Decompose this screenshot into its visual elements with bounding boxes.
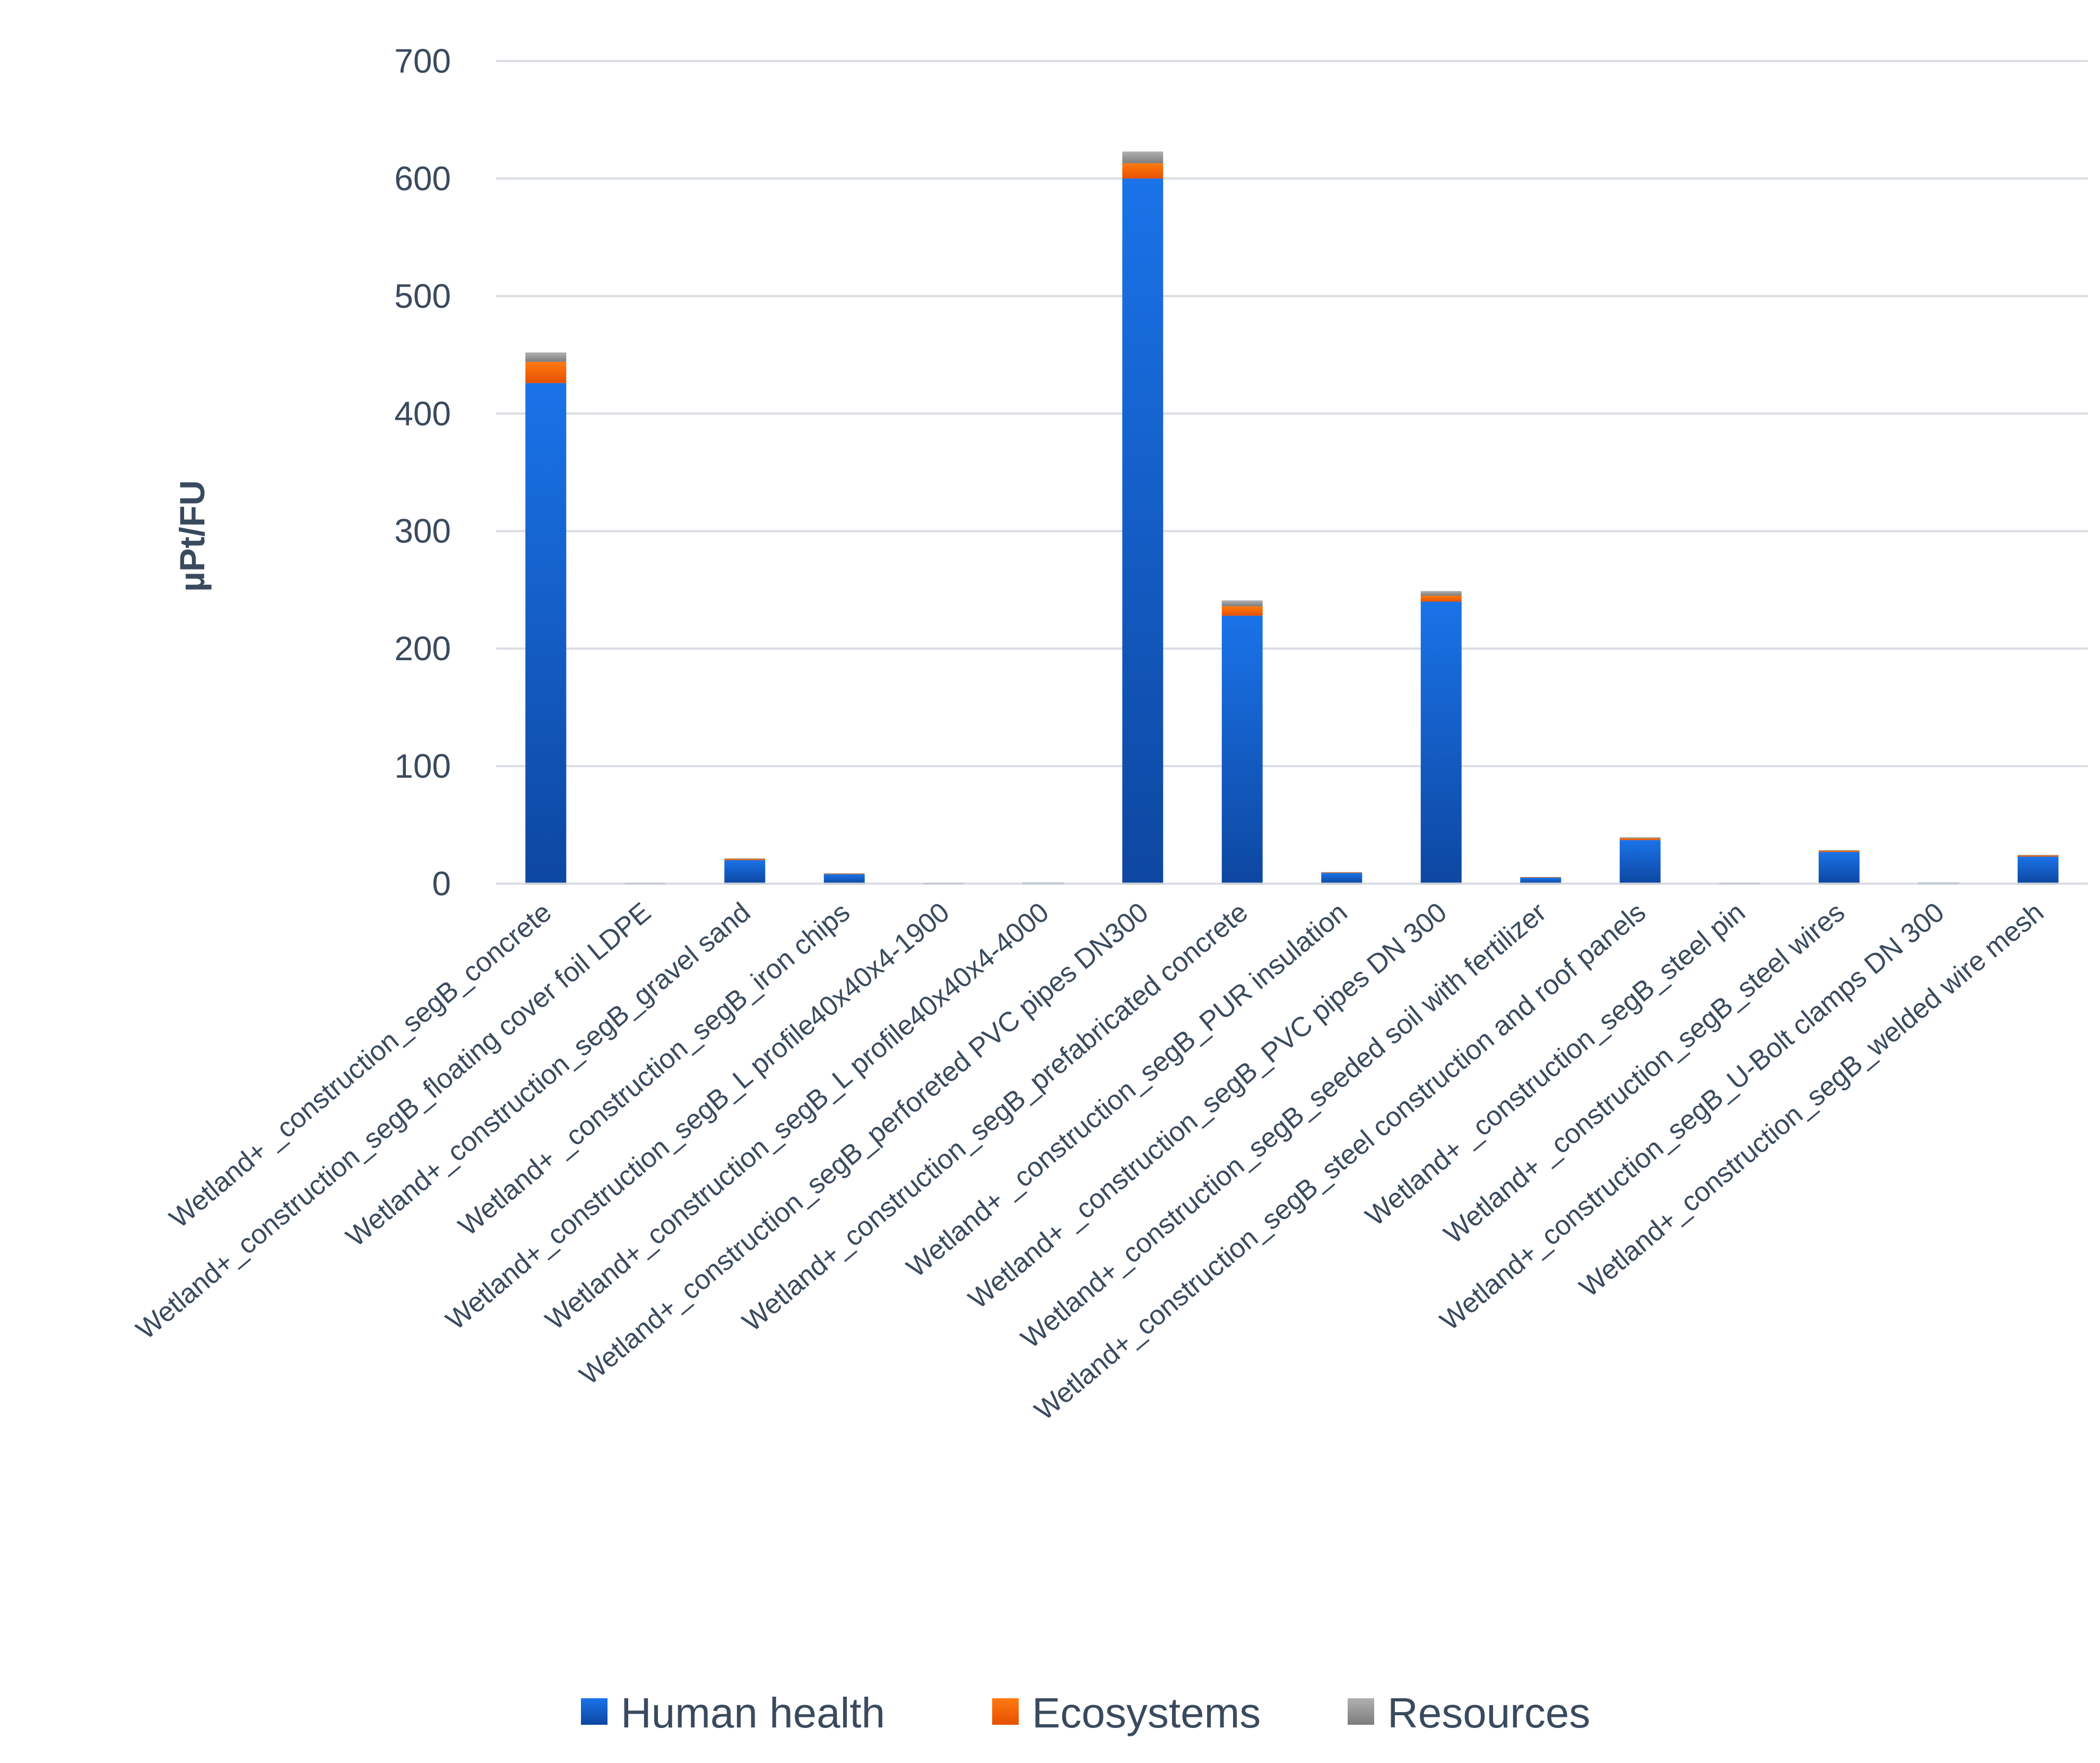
bar-segment-resources bbox=[525, 352, 567, 362]
bar-segment-ecosystems bbox=[1818, 851, 1860, 852]
bar-segment-resources bbox=[1619, 837, 1661, 839]
bar-segment-human-health bbox=[1420, 601, 1462, 884]
y-tick-label: 700 bbox=[394, 42, 451, 80]
bar-segment-resources bbox=[1221, 600, 1263, 607]
bar-baseline bbox=[2017, 883, 2059, 885]
bar-segment-ecosystems bbox=[1122, 163, 1164, 179]
gridlines bbox=[496, 60, 2088, 885]
bar-segment-human-health bbox=[1321, 873, 1363, 884]
bar-baseline bbox=[624, 883, 666, 885]
bar-segment-human-health bbox=[1619, 840, 1661, 884]
bar-baseline bbox=[1221, 883, 1263, 885]
y-tick-label: 600 bbox=[394, 159, 451, 197]
y-tick-label: 500 bbox=[394, 277, 451, 315]
bar-baseline bbox=[1918, 883, 1959, 885]
bar-segment-ecosystems bbox=[724, 859, 766, 860]
legend: Human health Ecosystems Resources bbox=[581, 1689, 1590, 1736]
legend-label: Resources bbox=[1387, 1689, 1590, 1736]
bar-segment-human-health bbox=[1122, 178, 1164, 884]
bar-segment-human-health bbox=[823, 874, 865, 884]
bar-segment-human-health bbox=[1221, 616, 1263, 884]
legend-item-resources: Resources bbox=[1348, 1689, 1590, 1736]
bar-segment-ecosystems bbox=[525, 361, 567, 383]
legend-label: Human health bbox=[621, 1689, 885, 1736]
bar-segment-human-health bbox=[1818, 852, 1860, 884]
bars bbox=[525, 151, 2059, 885]
legend-swatch bbox=[581, 1698, 608, 1725]
bar-baseline bbox=[724, 883, 766, 885]
x-axis-category-labels: Wetland+ _construction_segB_concreteWetl… bbox=[131, 897, 2050, 1427]
bar-baseline bbox=[1321, 883, 1363, 885]
x-category-label: Wetland+_construction_segB_welded wire m… bbox=[1574, 897, 2050, 1303]
bar-segment-human-health bbox=[724, 860, 766, 884]
y-tick-label: 400 bbox=[394, 394, 451, 433]
bar-baseline bbox=[1420, 883, 1462, 885]
bar-segment-ecosystems bbox=[1619, 838, 1661, 841]
legend-swatch bbox=[992, 1698, 1019, 1725]
bar-segment-human-health bbox=[525, 383, 567, 884]
y-axis-title: µPt/FU bbox=[172, 480, 212, 592]
bar-segment-human-health bbox=[1520, 877, 1561, 884]
bar-baseline bbox=[1818, 883, 1860, 885]
bar-baseline bbox=[525, 883, 567, 885]
bar-segment-ecosystems bbox=[1221, 606, 1263, 616]
bar-segment-human-health bbox=[2017, 857, 2059, 884]
bar-segment-resources bbox=[1818, 850, 1860, 851]
bar-segment-resources bbox=[1122, 151, 1164, 163]
bar-baseline bbox=[1022, 883, 1064, 885]
y-tick-label: 300 bbox=[394, 512, 451, 550]
bar-segment-ecosystems bbox=[1420, 595, 1462, 602]
bar-baseline bbox=[923, 883, 965, 885]
bar-segment-resources bbox=[724, 858, 766, 859]
bar-segment-ecosystems bbox=[2017, 855, 2059, 857]
bar-baseline bbox=[1719, 883, 1760, 885]
bar-baseline bbox=[1122, 883, 1164, 885]
legend-item-human-health: Human health bbox=[581, 1689, 885, 1736]
bar-baseline bbox=[1619, 883, 1661, 885]
bar-segment-resources bbox=[1420, 591, 1462, 596]
bar-baseline bbox=[823, 883, 865, 885]
y-tick-label: 200 bbox=[394, 629, 451, 668]
legend-item-ecosystems: Ecosystems bbox=[992, 1689, 1261, 1736]
legend-swatch bbox=[1348, 1698, 1374, 1725]
y-tick-label: 0 bbox=[432, 865, 451, 903]
legend-label: Ecosystems bbox=[1032, 1689, 1261, 1736]
bar-segment-ecosystems bbox=[1321, 872, 1363, 874]
y-tick-label: 100 bbox=[394, 747, 451, 785]
y-axis-ticks: 0 100 200 300 400 500 600 700 bbox=[394, 42, 451, 903]
bar-baseline bbox=[1520, 883, 1561, 885]
